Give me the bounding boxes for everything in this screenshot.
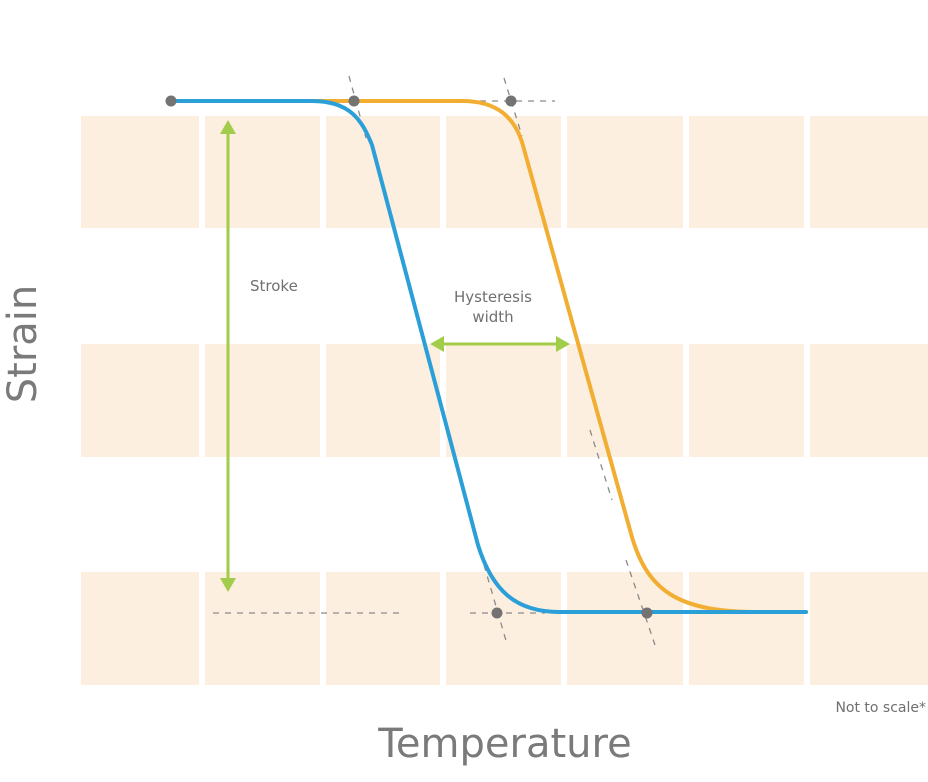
background-grid bbox=[81, 116, 928, 685]
y-axis-label: Strain bbox=[0, 285, 46, 404]
grid-tile bbox=[446, 344, 561, 457]
grid-tile bbox=[205, 116, 320, 228]
heat-finish-marker bbox=[505, 95, 517, 107]
heat-start-marker bbox=[641, 607, 653, 619]
grid-tile bbox=[205, 572, 320, 685]
stroke-arrow-head-top bbox=[220, 120, 236, 134]
grid-tile bbox=[689, 572, 804, 685]
heating-curve bbox=[298, 99, 808, 614]
x-axis-label: Temperature bbox=[377, 721, 631, 767]
hysteresis-arrow-head-left bbox=[430, 336, 444, 352]
stroke-label: Stroke bbox=[250, 277, 298, 295]
grid-tile bbox=[567, 344, 683, 457]
stroke-arrow-head-bottom bbox=[220, 578, 236, 592]
start-marker bbox=[165, 95, 177, 107]
heat-start-tangent bbox=[625, 559, 656, 646]
cool-finish-marker bbox=[491, 607, 503, 619]
heat-finish-tangent bbox=[503, 77, 523, 137]
hysteresis-label-line1: Hysteresis bbox=[454, 288, 532, 306]
grid-tile bbox=[326, 116, 440, 228]
transition-markers bbox=[165, 95, 653, 619]
grid-tile bbox=[810, 116, 928, 228]
grid-tile bbox=[205, 344, 320, 457]
cool-start-marker bbox=[348, 95, 360, 107]
stroke-arrow bbox=[220, 120, 236, 592]
grid-tile bbox=[326, 344, 440, 457]
grid-tile bbox=[81, 116, 199, 228]
not-to-scale-note: Not to scale* bbox=[835, 700, 926, 716]
grid-tile bbox=[689, 116, 804, 228]
cooling-curve bbox=[169, 99, 808, 614]
hysteresis-arrow bbox=[430, 336, 570, 352]
cool-finish-tangent bbox=[483, 564, 508, 645]
heat-slope-dash bbox=[589, 429, 613, 501]
grid-tile bbox=[326, 572, 440, 685]
grid-tile bbox=[446, 116, 561, 228]
grid-tile bbox=[810, 344, 928, 457]
grid-tile bbox=[81, 572, 199, 685]
hysteresis-label-line2: width bbox=[472, 308, 513, 326]
grid-tile bbox=[567, 116, 683, 228]
grid-tile bbox=[810, 572, 928, 685]
grid-tile bbox=[689, 344, 804, 457]
hysteresis-arrow-head-right bbox=[556, 336, 570, 352]
grid-tile bbox=[81, 344, 199, 457]
